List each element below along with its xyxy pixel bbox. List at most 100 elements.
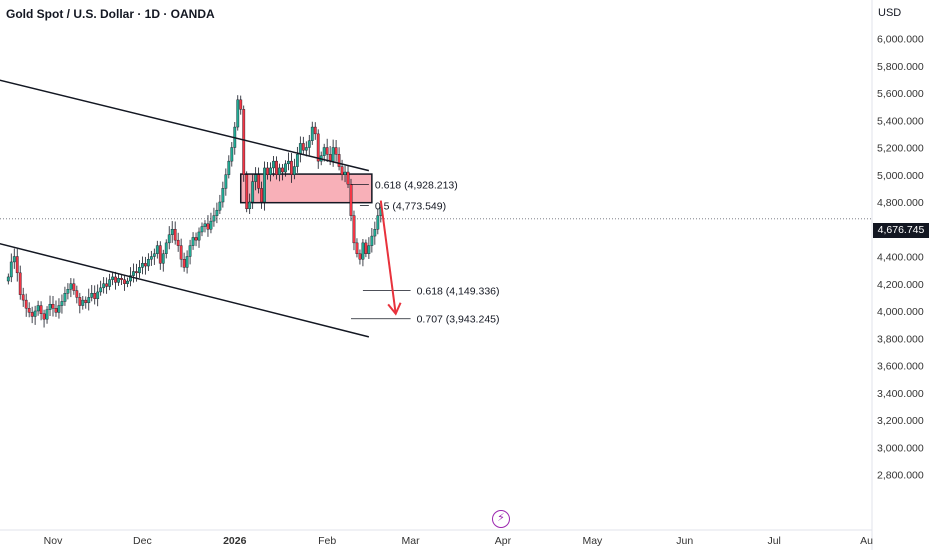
candle-body xyxy=(30,312,34,317)
candle-body xyxy=(179,245,183,260)
candle-body xyxy=(90,293,94,298)
candle-body xyxy=(72,283,76,291)
candle-body xyxy=(263,167,266,203)
candle-body xyxy=(111,276,115,280)
candle-body xyxy=(15,256,19,274)
candle-body xyxy=(194,237,198,241)
candle-body xyxy=(301,143,305,151)
down-arrow-head xyxy=(387,302,402,316)
candle-body xyxy=(99,287,103,293)
candle-body xyxy=(292,166,296,175)
candle-body xyxy=(63,293,67,302)
candle-body xyxy=(123,279,126,284)
candle-body xyxy=(298,143,302,155)
candle-body xyxy=(117,278,120,283)
candle-body xyxy=(340,166,344,175)
candle-body xyxy=(236,99,240,128)
candle-body xyxy=(105,283,109,287)
chart-title: Gold Spot / U.S. Dollar · 1D · OANDA xyxy=(6,7,215,21)
x-tick-label: Dec xyxy=(133,535,152,547)
candle-body xyxy=(290,160,293,175)
candle-body xyxy=(343,171,347,175)
candle-body xyxy=(239,99,243,110)
y-tick-label: 4,200.000 xyxy=(877,279,924,291)
candle-body xyxy=(138,267,141,274)
y-tick-label: 5,800.000 xyxy=(877,61,924,73)
candle-body xyxy=(60,301,64,306)
candle-body xyxy=(373,229,377,237)
x-tick-label: Au xyxy=(860,535,873,547)
candle-body xyxy=(215,209,219,216)
candle-body xyxy=(230,147,234,162)
candle-body xyxy=(108,279,112,287)
x-tick-label: Jun xyxy=(676,535,693,547)
candle-body xyxy=(12,256,16,263)
candle-body xyxy=(295,154,299,167)
candle-body xyxy=(316,133,320,162)
candle-body xyxy=(331,147,335,162)
channel-lower-line xyxy=(0,243,370,338)
candle-body xyxy=(146,259,150,267)
candle-body xyxy=(69,283,73,290)
candle-body xyxy=(376,215,380,230)
fib-level-label: 0.618 (4,928.213) xyxy=(375,180,458,192)
candle-body xyxy=(364,242,368,254)
candle-body xyxy=(78,297,82,306)
candle-body xyxy=(304,147,308,151)
candle-body xyxy=(260,188,263,203)
candle-body xyxy=(173,229,177,241)
y-tick-label: 3,600.000 xyxy=(877,361,924,373)
candle-body xyxy=(251,181,255,203)
x-tick-label: Jul xyxy=(767,535,780,547)
candle-body xyxy=(269,167,272,175)
candle-body xyxy=(21,294,25,301)
currency-label: USD xyxy=(878,7,902,19)
candle-body xyxy=(143,263,147,267)
y-tick-label: 2,800.000 xyxy=(877,470,924,482)
y-tick-label: 3,200.000 xyxy=(877,415,924,427)
candle-body xyxy=(155,245,159,254)
candle-body xyxy=(51,303,55,309)
fib-level-label: 0.5 (4,773.549) xyxy=(375,201,446,213)
candle-body xyxy=(349,184,353,216)
down-arrow-shaft xyxy=(379,200,397,314)
candle-body xyxy=(358,253,362,260)
candle-body xyxy=(161,253,165,264)
candle-body xyxy=(254,174,258,182)
candle-body xyxy=(275,160,278,175)
lightning-bolt-icon[interactable]: ⚡ xyxy=(492,510,510,528)
candle-body xyxy=(203,223,207,227)
candle-body xyxy=(96,291,100,299)
candle-body xyxy=(281,167,284,173)
y-tick-label: 4,400.000 xyxy=(877,252,924,264)
candle-body xyxy=(188,245,192,257)
candle-body xyxy=(370,235,374,246)
candle-body xyxy=(284,163,287,173)
candle-body xyxy=(313,126,317,135)
x-tick-label: Feb xyxy=(318,535,336,547)
x-tick-label: Nov xyxy=(44,535,63,547)
fib-level-label: 0.618 (4,149.336) xyxy=(417,286,500,298)
candle-body xyxy=(245,174,249,210)
candle-body xyxy=(176,239,180,246)
candle-body xyxy=(75,290,79,298)
candle-body xyxy=(170,229,174,235)
candle-body xyxy=(27,308,31,313)
candle-body xyxy=(325,147,329,155)
candle-body xyxy=(278,167,281,175)
candle-body xyxy=(221,188,225,203)
candle-body xyxy=(158,245,162,264)
candle-body xyxy=(200,226,204,233)
candle-body xyxy=(257,174,261,189)
candle-body xyxy=(6,276,10,282)
y-tick-label: 5,400.000 xyxy=(877,115,924,127)
candle-body xyxy=(355,242,359,254)
candle-body xyxy=(87,297,91,304)
candle-body xyxy=(352,215,356,244)
candle-body xyxy=(182,259,186,268)
x-tick-label: Apr xyxy=(495,535,512,547)
candle-body xyxy=(337,154,341,167)
candle-body xyxy=(209,220,213,230)
candle-body xyxy=(334,147,338,155)
